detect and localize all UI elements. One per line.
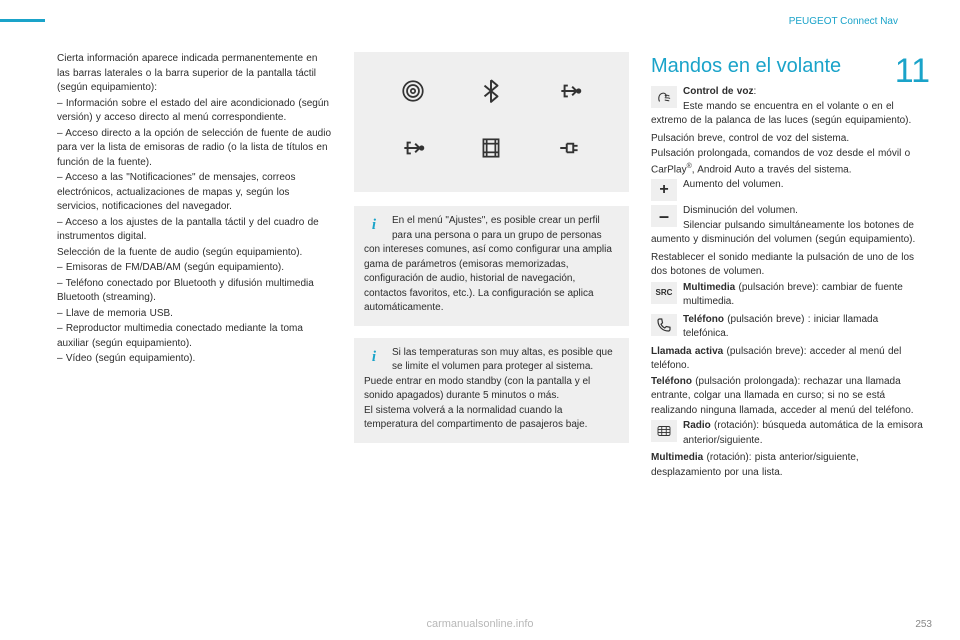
body-text: Silenciar pulsando simultáneamente los b… xyxy=(651,220,915,246)
accent-bar xyxy=(0,19,45,22)
svg-text:i: i xyxy=(372,349,377,365)
label: Teléfono xyxy=(651,376,692,387)
body-text: Restablecer el sonido mediante la pulsac… xyxy=(651,251,926,280)
dial-icon xyxy=(651,420,677,442)
src-icon: SRC xyxy=(651,282,677,304)
info-text: Si las temperaturas son muy altas, es po… xyxy=(364,347,613,402)
icon-panel xyxy=(354,52,629,192)
body-text: Selección de la fuente de audio (según e… xyxy=(57,246,332,261)
bluetooth-icon xyxy=(478,78,504,110)
body-text: Aumento del volumen. xyxy=(651,178,926,193)
info-box: i Si las temperaturas son muy altas, es … xyxy=(354,338,629,443)
info-icon: i xyxy=(364,214,384,240)
usb-icon xyxy=(400,135,426,167)
body-text: – Acceso a los ajustes de la pantalla tá… xyxy=(57,216,332,245)
minus-icon: – xyxy=(651,205,677,227)
label: Teléfono xyxy=(683,314,724,325)
info-text: En el menú "Ajustes", es posible crear u… xyxy=(364,215,612,313)
center-column: i En el menú "Ajustes", es posible crear… xyxy=(354,52,629,481)
info-text: El sistema volverá a la normalidad cuand… xyxy=(364,405,587,431)
info-icon: i xyxy=(364,346,384,372)
body-text: – Teléfono conectado por Bluetooth y dif… xyxy=(57,277,332,306)
body-text: – Llave de memoria USB. xyxy=(57,307,332,322)
svg-text:i: i xyxy=(372,217,377,233)
body-text: – Vídeo (según equipamiento). xyxy=(57,352,332,367)
info-box: i En el menú "Ajustes", es posible crear… xyxy=(354,206,629,326)
body-text: (rotación): búsqueda automática de la em… xyxy=(683,420,923,446)
plug-icon xyxy=(557,135,583,167)
body-text: – Reproductor multimedia conectado media… xyxy=(57,322,332,351)
label: Multimedia xyxy=(683,282,735,293)
label: Multimedia xyxy=(651,452,703,463)
body-text: Pulsación prolongada, comandos de voz de… xyxy=(651,147,926,177)
plus-icon: + xyxy=(651,179,677,201)
body-text: – Información sobre el estado del aire a… xyxy=(57,97,332,126)
phone-icon xyxy=(651,314,677,336)
label: Control de voz xyxy=(683,86,753,97)
body-text: Disminución del volumen. xyxy=(683,205,798,216)
label: Radio xyxy=(683,420,711,431)
page-number: 253 xyxy=(915,619,932,630)
left-column: Cierta información aparece indicada perm… xyxy=(57,52,332,481)
film-icon xyxy=(478,135,504,167)
body-text: Cierta información aparece indicada perm… xyxy=(57,52,332,96)
broadcast-icon xyxy=(400,78,426,110)
right-column: Mandos en el volante Control de voz:Este… xyxy=(651,52,926,481)
section-title: Mandos en el volante xyxy=(651,52,926,81)
header-title: PEUGEOT Connect Nav xyxy=(789,16,898,27)
label: Llamada activa xyxy=(651,346,723,357)
body-text: – Acceso directo a la opción de selecció… xyxy=(57,127,332,171)
body-text: – Emisoras de FM/DAB/AM (según equipamie… xyxy=(57,261,332,276)
body-text: Pulsación breve, control de voz del sist… xyxy=(651,132,926,147)
body-text: Este mando se encuentra en el volante o … xyxy=(651,101,911,127)
footer-watermark: carmanualsonline.info xyxy=(0,618,960,630)
body-text: – Acceso a las "Notificaciones" de mensa… xyxy=(57,171,332,215)
voice-icon xyxy=(651,86,677,108)
usb-icon xyxy=(557,78,583,110)
